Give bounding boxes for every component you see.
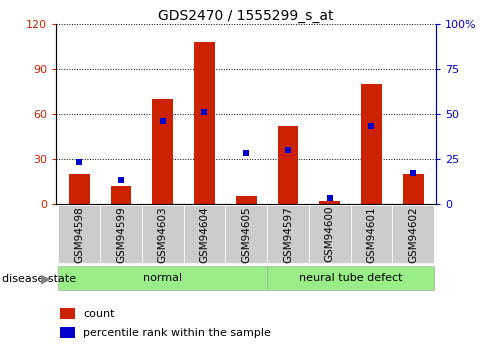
Bar — [142, 205, 184, 263]
Bar — [194, 42, 215, 204]
Bar — [319, 200, 340, 204]
Text: GSM94601: GSM94601 — [367, 206, 376, 263]
Text: GSM94605: GSM94605 — [241, 206, 251, 263]
Bar — [225, 205, 267, 263]
Text: GSM94602: GSM94602 — [408, 206, 418, 263]
Bar — [267, 205, 309, 263]
Text: GSM94603: GSM94603 — [158, 206, 168, 263]
Text: GSM94600: GSM94600 — [325, 206, 335, 263]
Text: GSM94604: GSM94604 — [199, 206, 210, 263]
Bar — [58, 205, 100, 263]
Text: GSM94597: GSM94597 — [283, 206, 293, 263]
Text: GSM94598: GSM94598 — [74, 206, 84, 263]
Bar — [60, 327, 75, 338]
Text: percentile rank within the sample: percentile rank within the sample — [83, 328, 271, 338]
Bar — [58, 266, 267, 290]
Bar — [277, 126, 298, 204]
Bar — [111, 186, 131, 204]
Text: count: count — [83, 309, 115, 318]
Bar — [403, 174, 423, 204]
Bar — [236, 196, 257, 204]
Text: disease state: disease state — [2, 274, 76, 284]
Text: ▶: ▶ — [41, 272, 50, 285]
Bar — [267, 266, 434, 290]
Title: GDS2470 / 1555299_s_at: GDS2470 / 1555299_s_at — [158, 9, 334, 23]
Bar — [184, 205, 225, 263]
Bar — [392, 205, 434, 263]
Text: GSM94599: GSM94599 — [116, 206, 126, 263]
Bar — [350, 205, 392, 263]
Bar — [60, 308, 75, 319]
Bar — [69, 174, 90, 204]
Bar — [152, 99, 173, 204]
Bar — [309, 205, 350, 263]
Text: normal: normal — [143, 273, 182, 283]
Text: neural tube defect: neural tube defect — [299, 273, 402, 283]
Bar — [100, 205, 142, 263]
Bar — [361, 84, 382, 204]
